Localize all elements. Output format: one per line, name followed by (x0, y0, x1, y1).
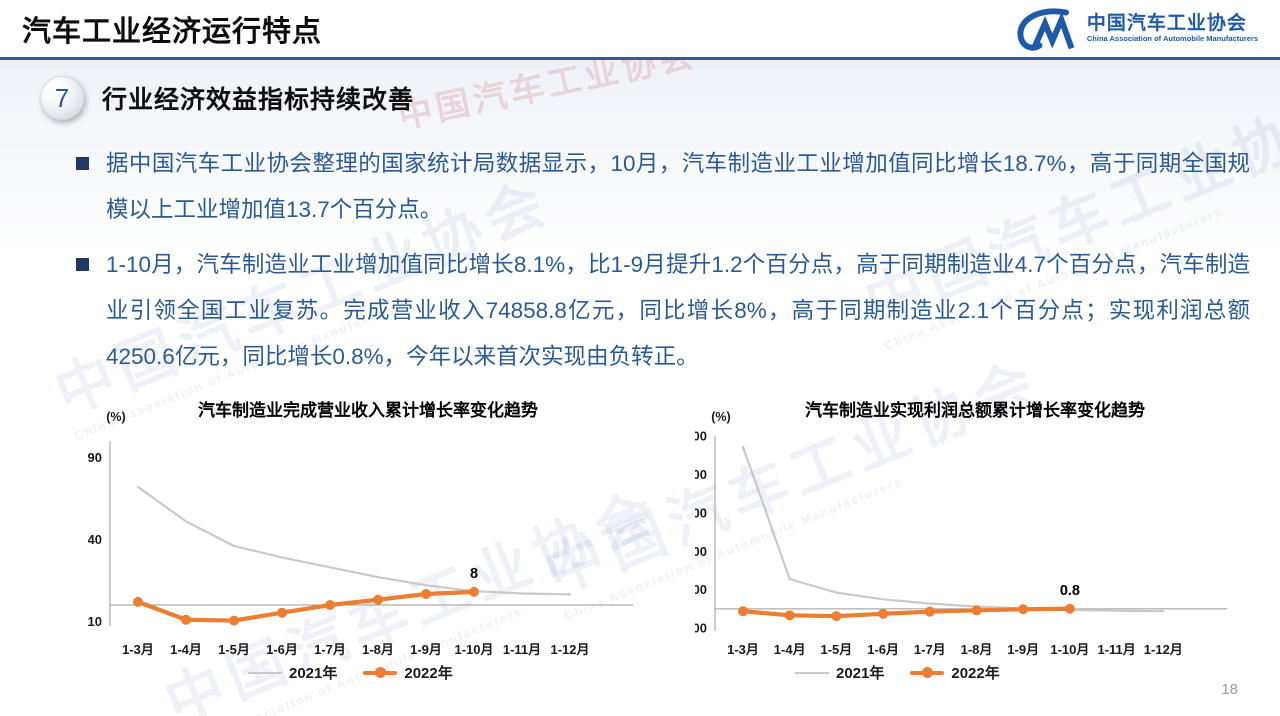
chart-legend: 2021年 2022年 (248, 662, 453, 683)
x-tick-label: 1-3月 (122, 642, 154, 657)
y-tick-label: 100 (695, 582, 707, 597)
data-point-marker (325, 600, 335, 611)
data-point-marker (878, 608, 889, 619)
legend-label: 2021年 (289, 665, 338, 682)
x-tick-label: 1-8月 (362, 642, 394, 657)
x-tick-label: 1-8月 (961, 642, 993, 657)
x-tick-label: 1-12月 (550, 642, 589, 657)
legend-marker-dot (922, 667, 934, 678)
section-title: 行业经济效益指标持续改善 (102, 86, 415, 114)
bullet-text: 1-10月，汽车制造业工业增加值同比增长8.1%，比1-9月提升1.2个百分点，… (106, 252, 1250, 369)
legend-swatch (363, 667, 398, 678)
x-tick-label: 1-10月 (1050, 642, 1089, 657)
caam-logo: 中国汽车工业协会 China Association of Automobile… (1013, 6, 1258, 52)
legend-label: 2022年 (404, 665, 453, 682)
series-line-1 (135, 589, 477, 623)
data-point-marker (229, 615, 239, 626)
bullet-list: 据中国汽车工业协会整理的国家统计局数据显示，10月，汽车制造业工业增加值同比增长… (76, 141, 1250, 389)
chart-title: 汽车制造业实现利润总额累计增长率变化趋势 (805, 401, 1145, 420)
x-tick-label: 1-4月 (170, 642, 202, 657)
data-point-marker (1064, 603, 1075, 614)
chart-title: 汽车制造业完成营业收入累计增长率变化趋势 (198, 401, 538, 420)
x-tick-label: 1-4月 (774, 642, 806, 657)
profit-growth-chart: 汽车制造业实现利润总额累计增长率变化趋势 (%) 900 700 500 300 100 -1… (695, 396, 1255, 696)
legend-swatch (795, 671, 829, 674)
data-point-marker (831, 611, 842, 622)
y-tick-label: 700 (695, 467, 707, 482)
x-tick-label: 1-12月 (1144, 642, 1183, 657)
x-tick-label: 1-11月 (503, 642, 541, 657)
legend-swatch (248, 671, 282, 674)
data-point-marker (1018, 604, 1029, 615)
page-number: 18 (1221, 681, 1238, 698)
section-heading: 7 行业经济效益指标持续改善 (40, 76, 414, 120)
value-annotation: 8 (470, 566, 478, 582)
bullet-item: 1-10月，汽车制造业工业增加值同比增长8.1%，比1-9月提升1.2个百分点，… (76, 242, 1250, 380)
x-tick-label: 1-6月 (867, 642, 899, 657)
x-tick-label: 1-10月 (454, 642, 493, 657)
legend-item: 2021年 (795, 662, 884, 683)
legend-swatch (910, 667, 945, 678)
slide-header: 汽车工业经济运行特点 中国汽车工业协会 China Association of… (0, 0, 1280, 57)
x-tick-label: 1-3月 (727, 642, 759, 657)
data-point-marker (421, 589, 431, 600)
x-tick-label: 1-9月 (1007, 642, 1039, 657)
background-gradient (0, 57, 1280, 257)
data-point-marker (738, 606, 748, 617)
page-title: 汽车工业经济运行特点 (22, 15, 323, 48)
legend-label: 2021年 (836, 665, 885, 682)
data-point-marker (784, 610, 795, 621)
y-tick-label: 90 (88, 450, 102, 465)
bullet-square-icon (76, 157, 89, 170)
bullet-item: 据中国汽车工业协会整理的国家统计局数据显示，10月，汽车制造业工业增加值同比增长… (76, 141, 1250, 233)
chart-plot: (%) 90 40 -10 1-3月 1-4月 1-5月 1-6月 1-7月 1-8月 1-9月 1-… (88, 410, 633, 657)
data-point-marker (277, 607, 287, 618)
axis-unit-label: (%) (106, 410, 125, 424)
legend-item: 2022年 (910, 662, 1000, 683)
y-tick-label: -100 (695, 621, 707, 636)
caam-logo-icon (1017, 7, 1075, 51)
legend-label: 2022年 (951, 665, 1000, 682)
value-annotation: 0.8 (1060, 583, 1080, 599)
x-tick-label: 1-9月 (410, 642, 442, 657)
bullet-text: 据中国汽车工业协会整理的国家统计局数据显示，10月，汽车制造业工业增加值同比增长… (106, 151, 1250, 222)
y-tick-label: -10 (88, 614, 102, 629)
data-point-marker (971, 605, 982, 616)
axis-unit-label: (%) (711, 410, 730, 424)
y-tick-label: 40 (88, 532, 102, 547)
header-divider (0, 57, 1280, 60)
logo-chinese-name: 中国汽车工业协会 (1086, 13, 1247, 35)
y-tick-label: 500 (695, 505, 707, 520)
legend-marker-dot (375, 667, 387, 678)
y-tick-label: 900 (695, 429, 707, 444)
data-point-marker (924, 606, 935, 617)
logo-english-name: China Association of Automobile Manufact… (1086, 34, 1258, 44)
data-point-marker (373, 594, 383, 605)
x-tick-label: 1-6月 (266, 642, 298, 657)
chart-plot: (%) 900 700 500 300 100 -100 1-3月 1-4月 1-5月 1-6月 1-… (695, 410, 1227, 657)
data-point-marker (181, 614, 191, 625)
revenue-growth-chart: 汽车制造业完成营业收入累计增长率变化趋势 (%) 90 40 -10 1-3月 1-4月 1-… (88, 396, 648, 696)
data-point-marker (133, 596, 143, 607)
x-tick-label: 1-11月 (1097, 642, 1135, 657)
section-number-badge: 7 (40, 76, 84, 120)
chart-legend: 2021年 2022年 (795, 662, 1000, 683)
y-tick-label: 300 (695, 544, 707, 559)
series-line-0 (136, 485, 572, 596)
legend-item: 2021年 (248, 662, 337, 683)
x-tick-label: 1-7月 (914, 642, 946, 657)
series-line-0 (741, 445, 1165, 613)
bullet-square-icon (76, 258, 89, 271)
x-tick-label: 1-5月 (821, 642, 853, 657)
legend-item: 2022年 (363, 662, 453, 683)
data-point-marker (469, 586, 479, 597)
x-tick-label: 1-7月 (314, 642, 346, 657)
series-line-1 (740, 606, 1072, 619)
x-tick-label: 1-5月 (218, 642, 250, 657)
